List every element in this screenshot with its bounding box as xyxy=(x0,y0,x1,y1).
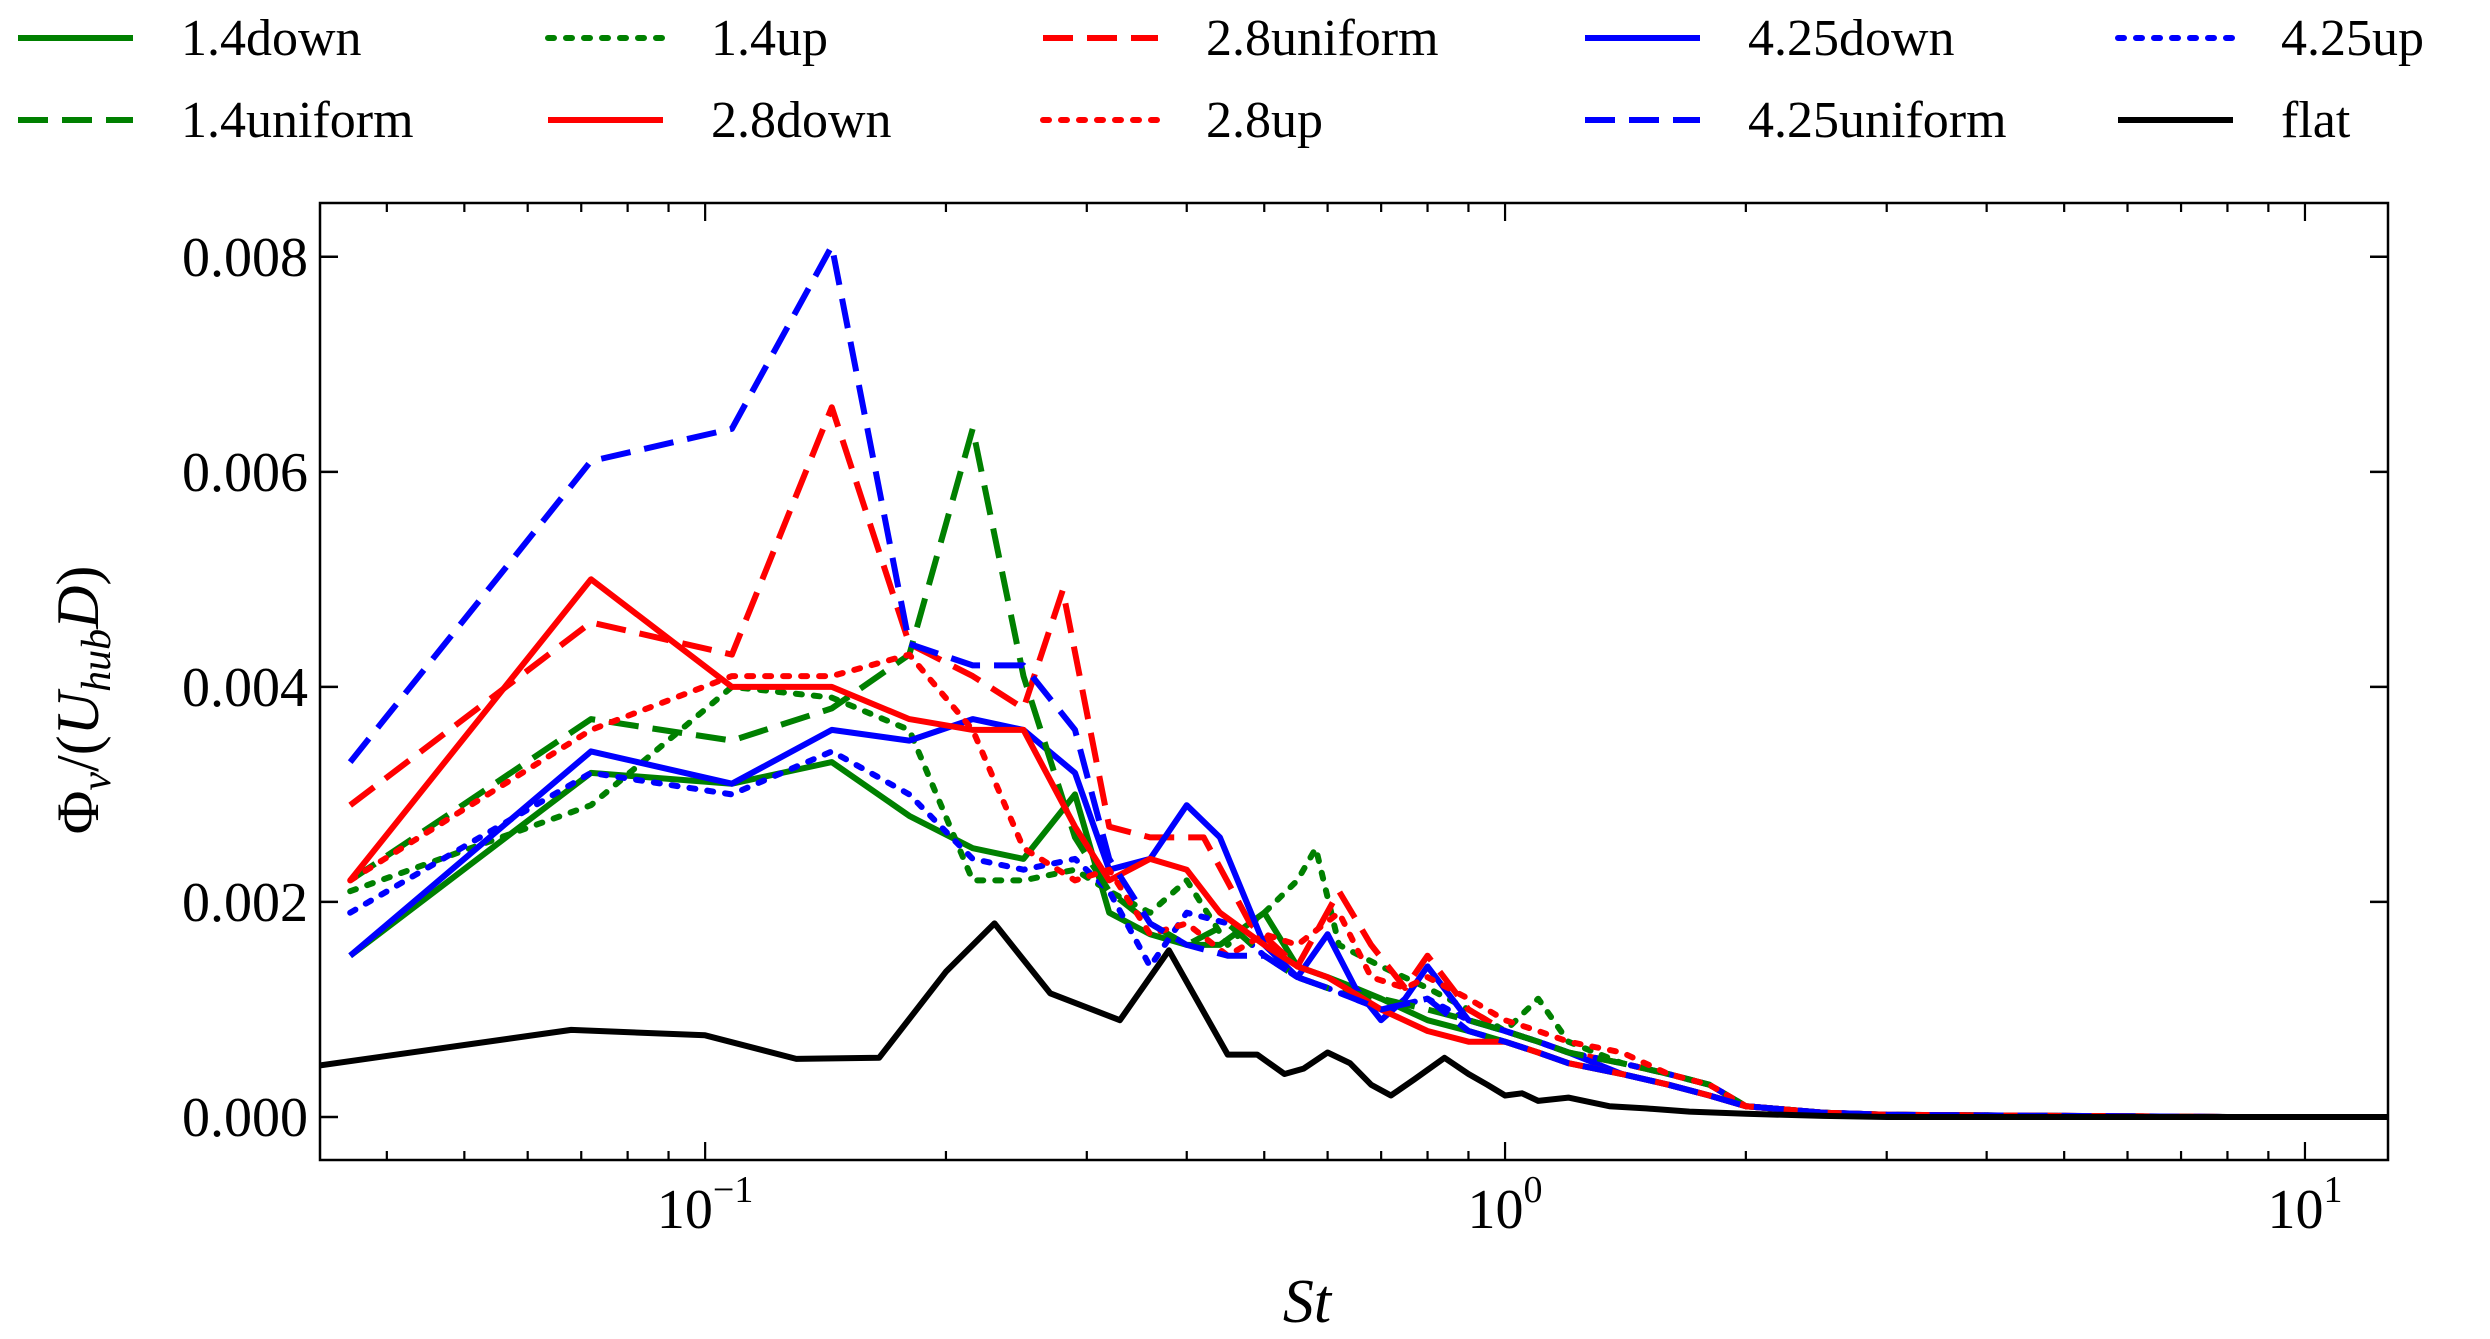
legend-label: flat xyxy=(2281,92,2351,149)
legend-item-4.25uniform: 4.25uniform xyxy=(1585,92,2007,149)
y-axis-ticks: 0.000 0.002 0.004 0.006 0.008 xyxy=(182,227,2388,1149)
x-tick-label-exponent: 1 xyxy=(2323,1169,2342,1211)
legend-label: 1.4uniform xyxy=(181,92,414,149)
y-tick-label: 0.006 xyxy=(182,442,308,504)
y-tick-label: 0.000 xyxy=(182,1087,308,1149)
x-axis-ticks: 10−1 100 101 xyxy=(385,203,2342,1241)
y-axis-label-u: U xyxy=(45,688,111,735)
x-tick-label: 10−1 xyxy=(657,1169,753,1241)
legend-label: 2.8down xyxy=(711,92,892,149)
series-line-4.25up xyxy=(347,748,2388,1120)
y-axis-label: Φv/(UhubD) xyxy=(45,566,120,835)
series-line-1.4up xyxy=(347,683,2388,1120)
x-tick-label-exponent: 0 xyxy=(1524,1169,1543,1211)
legend-item-2.8uniform: 2.8uniform xyxy=(1043,10,1439,67)
y-axis-label-open: /( xyxy=(45,735,111,772)
series-line-4.25uniform xyxy=(347,243,2388,1120)
legend-item-2.8up: 2.8up xyxy=(1040,92,1323,149)
x-tick-label-base: 10 xyxy=(657,1179,713,1241)
x-tick-label: 100 xyxy=(1468,1169,1543,1241)
legend-item-2.8down: 2.8down xyxy=(548,92,892,149)
legend-label: 4.25down xyxy=(1748,10,1955,67)
x-tick-label-exponent: −1 xyxy=(713,1169,753,1211)
x-tick-label: 101 xyxy=(2267,1169,2342,1241)
y-tick-label: 0.008 xyxy=(182,227,308,289)
legend-label: 1.4up xyxy=(711,10,828,67)
y-axis-label-d: D xyxy=(45,586,111,630)
legend-label: 4.25uniform xyxy=(1748,92,2007,149)
series-lines xyxy=(320,243,2388,1120)
y-axis-label-close: ) xyxy=(45,566,111,586)
plot-frame xyxy=(318,201,2390,1162)
x-tick-label-base: 10 xyxy=(1468,1179,1524,1241)
series-line-2.8up xyxy=(347,651,2388,1120)
legend-item-4.25up: 4.25up xyxy=(2115,10,2424,67)
legend-label: 4.25up xyxy=(2281,10,2424,67)
series-line-flat xyxy=(320,920,2388,1120)
x-axis-label: St xyxy=(1283,1268,1333,1336)
legend: 1.4down 1.4up 2.8uniform 4.25down 4.25up 1.4u… xyxy=(18,10,2424,149)
series-line-1.4uniform xyxy=(348,425,2388,1120)
legend-item-flat: flat xyxy=(2118,92,2351,149)
y-axis-label-phi: Φ xyxy=(45,791,111,835)
legend-item-1.4down: 1.4down xyxy=(18,10,362,67)
legend-item-1.4uniform: 1.4uniform xyxy=(18,92,414,149)
y-tick-label: 0.002 xyxy=(182,872,308,934)
plot-area xyxy=(318,201,2390,1162)
x-tick-label-base: 10 xyxy=(2267,1179,2323,1241)
y-axis-label-v: v xyxy=(74,772,120,791)
legend-item-1.4up: 1.4up xyxy=(545,10,828,67)
legend-label: 1.4down xyxy=(181,10,362,67)
y-axis-label-hub: hub xyxy=(74,629,120,692)
series-line-2.8uniform xyxy=(348,404,2388,1120)
y-tick-label: 0.004 xyxy=(182,657,308,719)
legend-label: 2.8up xyxy=(1206,92,1323,149)
series-line-2.8down xyxy=(347,576,2388,1120)
legend-item-4.25down: 4.25down xyxy=(1585,10,1955,67)
legend-label: 2.8uniform xyxy=(1206,10,1439,67)
